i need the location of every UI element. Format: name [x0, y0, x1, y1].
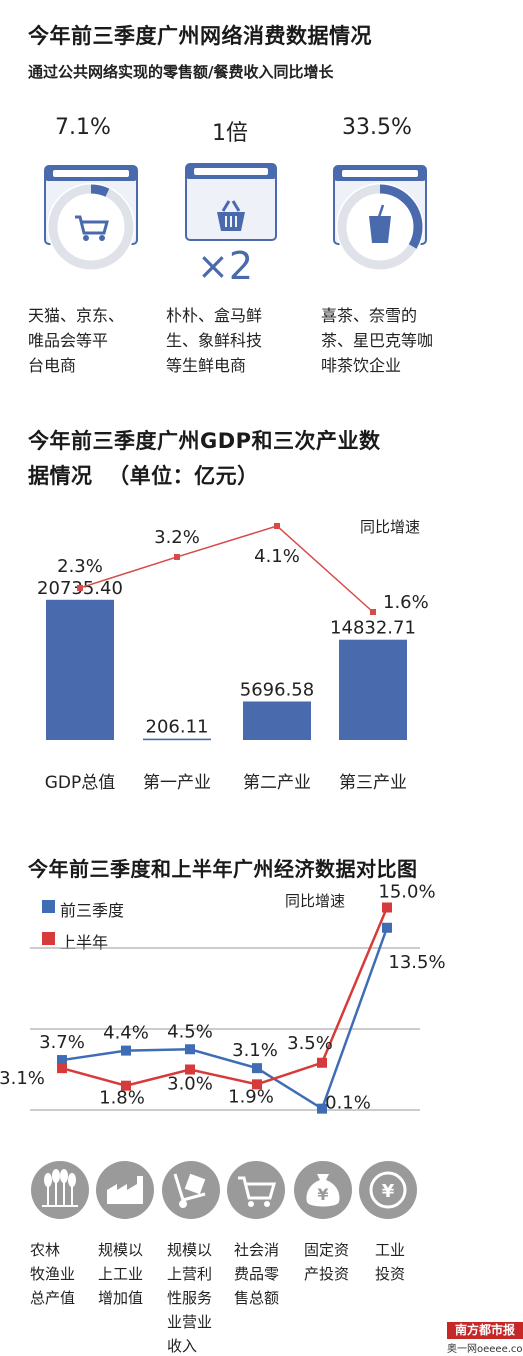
line-series-1	[61, 927, 389, 1111]
compare-growth-label: 同比增速	[285, 892, 346, 910]
cart-icon	[44, 165, 138, 271]
gdp-growth-point-1	[77, 584, 83, 591]
series-2-label-4: 1.9%	[228, 1086, 274, 1107]
category-label-2: 规模以 上工业 增加值	[98, 1241, 144, 1307]
comparison-line-chart: 3.7% 4.4% 4.5% 3.1% 0.1% 13.5% 3.1% 1.8% 3.0% 1.9…	[0, 882, 446, 1114]
section3-title: 今年前三季度和上半年广州经济数据对比图	[28, 857, 418, 881]
progress-ring-3	[337, 184, 423, 270]
desc-2: 朴朴、盒马鲜 生、象鲜科技 等生鲜电商	[166, 306, 263, 375]
series-1-label-2: 4.4%	[103, 1023, 149, 1044]
desc-3: 喜茶、奈雪的 茶、星巴克等咖 啡茶饮企业	[321, 306, 434, 375]
gdp-category-4: 第三产业	[339, 773, 407, 793]
category-label-3: 规模以 上营利 性服务 业营业 收入	[167, 1241, 213, 1355]
progress-ring-1	[48, 184, 134, 270]
series-1-label-1: 3.7%	[39, 1032, 85, 1053]
series-1-point-3	[185, 1044, 195, 1055]
category-label-4: 社会消 费品零 售总额	[234, 1241, 280, 1307]
section2-title-line1: 今年前三季度广州GDP和三次产业数	[28, 429, 381, 453]
series-2-point-6	[382, 902, 392, 913]
category-label-5: 固定资 产投资	[304, 1241, 350, 1283]
factory-icon	[96, 1161, 154, 1219]
series-2-label-3: 3.0%	[167, 1074, 213, 1095]
series-1-point-2	[121, 1045, 131, 1056]
gdp-growth-label: 同比增速	[360, 518, 421, 536]
svg-text:¥: ¥	[382, 1181, 395, 1202]
basket-icon	[185, 163, 277, 241]
gdp-growth-point-3	[274, 523, 280, 529]
gdp-bar-chart: 20735.40GDP总值206.11第一产业5696.58第二产业14832.…	[37, 523, 429, 793]
series-1-point-4	[252, 1063, 262, 1074]
shopping-cart-icon	[227, 1161, 285, 1219]
legend-label-h1: 上半年	[60, 933, 109, 952]
gdp-category-2: 第一产业	[143, 773, 211, 793]
series-1-point-5	[317, 1103, 327, 1114]
gdp-growth-label-1: 2.3%	[57, 556, 103, 577]
gdp-bar-value-3: 5696.58	[240, 679, 314, 700]
value-7-1: 7.1%	[55, 115, 111, 140]
crops-icon	[31, 1161, 89, 1219]
series-1-label-5: 0.1%	[325, 1093, 371, 1114]
category-label-1: 农林 牧渔业 总产值	[30, 1241, 76, 1307]
series-1-point-1	[57, 1055, 67, 1066]
gdp-growth-point-4	[370, 609, 376, 615]
svg-text:¥: ¥	[317, 1185, 328, 1204]
series-1-label-6: 13.5%	[388, 952, 445, 973]
series-2-label-2: 1.8%	[99, 1088, 145, 1109]
value-1x: 1倍	[212, 121, 248, 146]
value-33-5: 33.5%	[342, 115, 412, 140]
drink-cup-icon	[333, 165, 427, 271]
gdp-category-1: GDP总值	[45, 773, 116, 793]
series-2-point-1	[57, 1063, 67, 1074]
category-label-6: 工业 投资	[375, 1241, 406, 1283]
gdp-bar-2	[143, 738, 211, 741]
section1-title: 今年前三季度广州网络消费数据情况	[28, 24, 372, 48]
gdp-bar-value-4: 14832.71	[330, 618, 416, 639]
series-2-point-3	[185, 1064, 195, 1075]
series-1-label-3: 4.5%	[167, 1021, 213, 1042]
series-2-label-1: 3.1%	[0, 1068, 45, 1089]
coin-icon: ¥	[359, 1161, 417, 1219]
gdp-growth-line	[79, 525, 374, 613]
gdp-growth-label-2: 3.2%	[154, 527, 200, 548]
series-2-label-6: 15.0%	[378, 882, 435, 903]
series-2-point-4	[252, 1079, 262, 1090]
legend-swatch-q3	[42, 900, 55, 913]
gdp-growth-label-3: 4.1%	[254, 546, 300, 567]
gdp-growth-label-4: 1.6%	[383, 592, 429, 613]
watermark-url: 奥一网oeeee.com	[447, 1344, 523, 1355]
gdp-bar-1	[46, 599, 114, 740]
series-2-point-2	[121, 1080, 131, 1091]
hand-truck-icon	[162, 1161, 220, 1219]
series-2-point-5	[317, 1057, 327, 1068]
gdp-bar-3	[243, 701, 311, 740]
gdp-growth-point-2	[174, 553, 180, 560]
series-1-point-6	[382, 922, 392, 933]
money-bag-icon: ¥	[294, 1161, 352, 1219]
desc-1: 天猫、京东、 唯品会等平 台电商	[28, 306, 125, 375]
gdp-bar-4	[339, 639, 407, 740]
legend-label-q3: 前三季度	[60, 901, 125, 920]
series-1-label-4: 3.1%	[232, 1040, 278, 1061]
line-series-2	[61, 907, 389, 1087]
legend-swatch-h1	[42, 932, 55, 945]
watermark-logo: 南方都市报	[447, 1322, 523, 1339]
section2-title-line2: 据情况 （单位：亿元）	[28, 464, 259, 488]
multiplier: ×2	[197, 244, 254, 288]
gdp-bar-value-2: 206.11	[146, 717, 209, 738]
series-2-label-5: 3.5%	[287, 1033, 333, 1054]
gdp-category-3: 第二产业	[243, 773, 311, 793]
section1-subtitle: 通过公共网络实现的零售额/餐费收入同比增长	[28, 63, 334, 81]
